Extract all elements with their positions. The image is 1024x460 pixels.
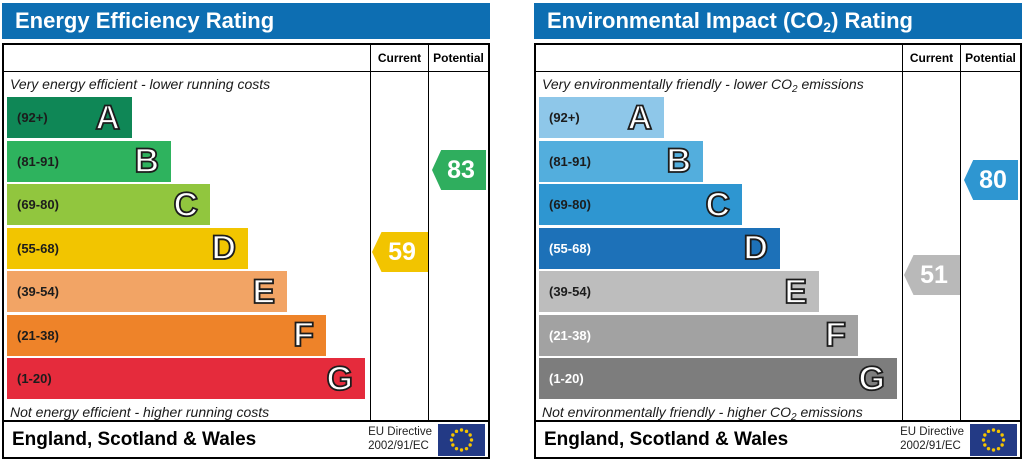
band-c-letter: C — [705, 185, 731, 224]
bands-area: Very energy efficient - lower running co… — [4, 72, 370, 420]
energy-chart-title: Energy Efficiency Rating — [2, 3, 490, 39]
energy-chart-body: Very energy efficient - lower running co… — [4, 72, 488, 420]
current-column-header: Current — [902, 45, 960, 71]
current-rating-value: 51 — [920, 260, 948, 289]
top-caption: Very environmentally friendly - lower CO… — [542, 76, 864, 95]
title-text-end: ) Rating — [831, 8, 913, 33]
title-text: Energy Efficiency Rating — [15, 8, 275, 33]
band-g: (1-20) G — [539, 358, 897, 399]
column-header-row: Current Potential — [4, 45, 488, 72]
footer-row: England, Scotland & Wales EU Directive 2… — [4, 420, 488, 457]
column-header-row: Current Potential — [536, 45, 1020, 72]
band-e-range: (39-54) — [549, 284, 591, 299]
band-d-letter: D — [743, 229, 769, 267]
potential-rating-value: 80 — [979, 165, 1007, 194]
region-label: England, Scotland & Wales — [544, 428, 789, 450]
title-text: Environmental Impact (CO — [547, 8, 824, 33]
column-spacer — [4, 45, 370, 71]
band-a: (92+) A — [7, 97, 132, 138]
bottom-caption: Not energy efficient - higher running co… — [10, 403, 270, 420]
band-a-letter: A — [627, 98, 653, 137]
band-g-letter: G — [858, 359, 886, 398]
band-f-range: (21-38) — [549, 327, 591, 343]
band-a-letter: A — [95, 98, 121, 137]
band-b-range: (81-91) — [17, 153, 59, 169]
current-rating-arrow: 59 — [372, 232, 428, 272]
band-f: (21-38) F — [7, 314, 326, 356]
band-e: (39-54) E — [7, 271, 287, 312]
potential-rating-value: 83 — [447, 155, 475, 184]
current-rating-value: 59 — [388, 237, 416, 266]
band-d-range: (55-68) — [549, 240, 591, 256]
current-rating-arrow: 51 — [904, 255, 960, 295]
bands-area: Very environmentally friendly - lower CO… — [536, 72, 902, 420]
potential-rating-arrow: 83 — [432, 150, 486, 190]
band-f: (21-38) F — [539, 314, 858, 356]
potential-column-header: Potential — [428, 45, 488, 71]
top-caption: Very energy efficient - lower running co… — [10, 76, 271, 92]
band-c-letter: C — [173, 185, 199, 224]
band-g-letter: G — [326, 359, 354, 398]
band-d: (55-68) D — [7, 227, 248, 269]
co2-chart-title: Environmental Impact (CO2) Rating — [534, 3, 1022, 39]
band-e-range: (39-54) — [17, 284, 59, 299]
band-d-range: (55-68) — [17, 240, 59, 256]
band-g-range: (1-20) — [17, 371, 52, 386]
current-column: 59 — [370, 72, 428, 420]
current-column-header: Current — [370, 45, 428, 71]
potential-column: 83 — [428, 72, 488, 420]
band-f-letter: F — [824, 316, 847, 354]
band-a-range: (92+) — [17, 110, 48, 125]
title-subscript: 2 — [823, 19, 832, 35]
eu-flag-icon — [970, 423, 1017, 456]
eu-directive-label: EU Directive 2002/91/EC — [900, 425, 964, 452]
environmental-impact-chart: Environmental Impact (CO2) Rating Curren… — [534, 3, 1022, 459]
energy-efficiency-chart: Energy Efficiency Rating Current Potenti… — [2, 3, 490, 459]
band-c-range: (69-80) — [17, 197, 59, 212]
band-e-letter: E — [251, 272, 275, 311]
co2-chart-table: Current Potential Very environmentally f… — [534, 43, 1022, 459]
band-e-letter: E — [783, 272, 807, 311]
bottom-caption: Not environmentally friendly - higher CO… — [542, 403, 863, 421]
band-c: (69-80) C — [539, 184, 742, 225]
band-c: (69-80) C — [7, 184, 210, 225]
potential-rating-arrow: 80 — [964, 160, 1018, 200]
region-label: England, Scotland & Wales — [12, 428, 257, 450]
footer-row: England, Scotland & Wales EU Directive 2… — [536, 420, 1020, 457]
band-d-letter: D — [211, 229, 237, 267]
band-a: (92+) A — [539, 97, 664, 138]
band-g: (1-20) G — [7, 358, 365, 399]
band-b: (81-91) B — [539, 140, 703, 182]
eu-flag-icon — [438, 423, 485, 456]
potential-column: 80 — [960, 72, 1020, 420]
band-e: (39-54) E — [539, 271, 819, 312]
band-b-range: (81-91) — [549, 153, 591, 169]
band-g-range: (1-20) — [549, 371, 584, 386]
band-b: (81-91) B — [7, 140, 171, 182]
band-b-letter: B — [134, 142, 160, 180]
band-c-range: (69-80) — [549, 197, 591, 212]
band-d: (55-68) D — [539, 227, 780, 269]
band-f-range: (21-38) — [17, 327, 59, 343]
energy-chart-table: Current Potential Very energy efficient … — [2, 43, 490, 459]
current-column: 51 — [902, 72, 960, 420]
band-f-letter: F — [292, 316, 315, 354]
potential-column-header: Potential — [960, 45, 1020, 71]
co2-chart-body: Very environmentally friendly - lower CO… — [536, 72, 1020, 420]
band-a-range: (92+) — [549, 110, 580, 125]
eu-directive-label: EU Directive 2002/91/EC — [368, 425, 432, 452]
column-spacer — [536, 45, 902, 71]
band-b-letter: B — [666, 142, 692, 180]
